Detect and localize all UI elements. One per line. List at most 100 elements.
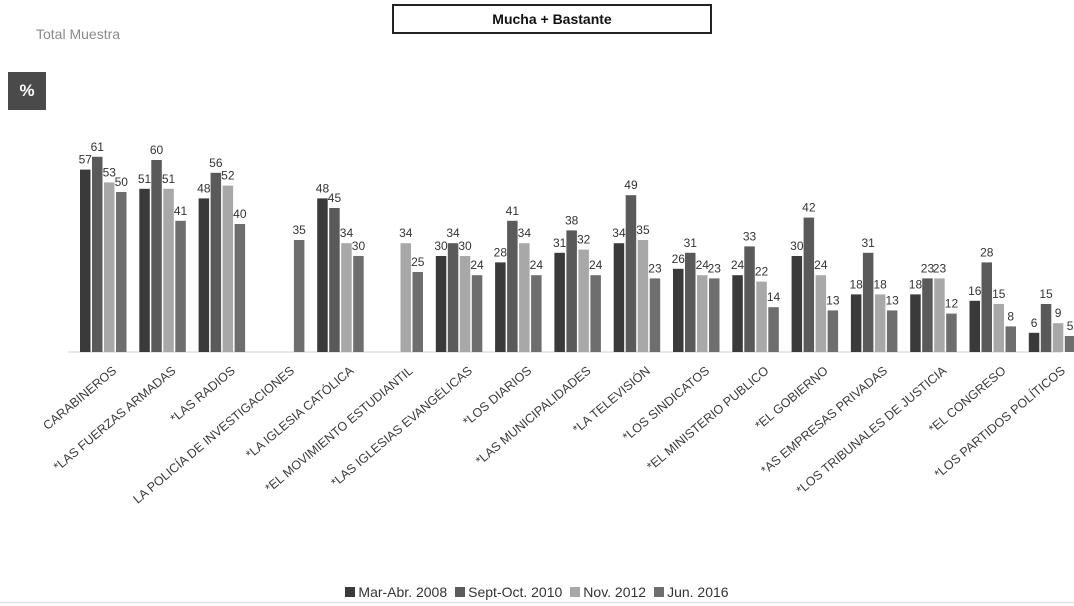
data-label: 26 xyxy=(672,252,686,266)
bar xyxy=(495,262,506,352)
bar xyxy=(566,230,577,352)
bar xyxy=(697,275,708,352)
data-label: 45 xyxy=(328,191,342,205)
bar xyxy=(1005,326,1016,352)
data-label: 30 xyxy=(790,239,804,253)
data-label: 50 xyxy=(115,175,129,189)
bar xyxy=(637,240,649,352)
bar xyxy=(80,169,91,352)
bar xyxy=(531,275,542,352)
bar xyxy=(554,252,565,352)
bar xyxy=(459,256,471,352)
data-label: 42 xyxy=(802,201,816,215)
legend-item: Jun. 2016 xyxy=(654,584,729,600)
bar xyxy=(934,278,945,352)
bar xyxy=(993,304,1004,352)
data-label: 24 xyxy=(470,258,484,272)
bar xyxy=(969,300,980,352)
data-label: 31 xyxy=(861,236,875,250)
data-label: 24 xyxy=(696,258,710,272)
data-label: 28 xyxy=(494,245,508,259)
data-label: 48 xyxy=(197,181,211,195)
data-label: 13 xyxy=(826,293,840,307)
bar xyxy=(412,272,423,352)
legend-swatch xyxy=(570,587,581,597)
legend-item: Nov. 2012 xyxy=(570,584,646,600)
category-label: *LA IGLESIA CATÓLICA xyxy=(243,362,357,461)
data-label: 6 xyxy=(1031,316,1038,330)
percent-unit-badge: % xyxy=(8,72,46,110)
data-label: 15 xyxy=(992,287,1006,301)
data-label: 49 xyxy=(624,178,638,192)
bar xyxy=(234,224,246,352)
data-label: 60 xyxy=(150,143,164,157)
data-label: 52 xyxy=(221,169,235,183)
data-label: 28 xyxy=(980,245,994,259)
data-label: 41 xyxy=(174,204,188,218)
bar xyxy=(862,252,874,352)
bar xyxy=(471,275,483,352)
data-label: 34 xyxy=(446,226,460,240)
data-label: 51 xyxy=(138,172,152,186)
bar xyxy=(732,275,743,352)
data-label: 5 xyxy=(1067,319,1074,333)
data-label: 8 xyxy=(1007,309,1014,323)
data-label: 24 xyxy=(731,258,745,272)
chart-legend: Mar-Abr. 2008 Sept-Oct. 2010 Nov. 2012 Jun.… xyxy=(0,584,1074,600)
bar xyxy=(447,243,459,352)
data-label: 24 xyxy=(589,258,603,272)
data-label: 14 xyxy=(767,290,781,304)
data-label: 32 xyxy=(577,233,591,247)
legend-label: Jun. 2016 xyxy=(667,584,729,600)
legend-swatch xyxy=(455,587,466,597)
bar xyxy=(981,262,992,352)
bar xyxy=(1064,336,1074,352)
category-label: *LAS FUERZAS ARMADAS xyxy=(51,364,179,474)
data-label: 40 xyxy=(233,207,247,221)
bar xyxy=(435,256,447,352)
bar xyxy=(1040,304,1052,352)
data-label: 30 xyxy=(434,239,448,253)
legend-item: Mar-Abr. 2008 xyxy=(345,584,447,600)
data-label: 51 xyxy=(162,172,176,186)
data-label: 34 xyxy=(399,226,413,240)
data-label: 13 xyxy=(885,293,899,307)
bar xyxy=(922,278,933,352)
data-label: 24 xyxy=(814,258,828,272)
bar xyxy=(507,220,518,352)
bar xyxy=(886,310,898,352)
footer-divider xyxy=(0,602,1074,603)
data-label: 18 xyxy=(909,277,923,291)
data-label: 23 xyxy=(648,261,662,275)
data-label: 23 xyxy=(933,261,947,275)
data-label: 41 xyxy=(506,204,520,218)
data-label: 23 xyxy=(921,261,935,275)
legend-swatch xyxy=(654,587,665,597)
bar xyxy=(791,256,803,352)
data-label: 15 xyxy=(1039,287,1053,301)
bar xyxy=(578,249,589,352)
data-label: 25 xyxy=(411,255,425,269)
data-label: 24 xyxy=(530,258,544,272)
legend-label: Sept-Oct. 2010 xyxy=(468,584,563,600)
bar xyxy=(210,172,222,352)
bar xyxy=(116,192,127,352)
bar xyxy=(709,278,720,352)
bar xyxy=(139,188,150,352)
legend-label: Mar-Abr. 2008 xyxy=(358,584,448,600)
bar xyxy=(685,252,696,352)
bar xyxy=(329,208,340,352)
data-label: 34 xyxy=(612,226,626,240)
data-label: 23 xyxy=(708,261,722,275)
legend-label: Nov. 2012 xyxy=(583,584,647,600)
bar xyxy=(827,310,839,352)
bar xyxy=(317,198,328,352)
bar xyxy=(104,182,115,352)
bar xyxy=(163,188,174,352)
bar xyxy=(874,294,886,352)
bar xyxy=(590,275,601,352)
data-label: 12 xyxy=(945,297,959,311)
bar xyxy=(756,281,767,352)
bar xyxy=(625,195,637,352)
bar xyxy=(815,275,827,352)
